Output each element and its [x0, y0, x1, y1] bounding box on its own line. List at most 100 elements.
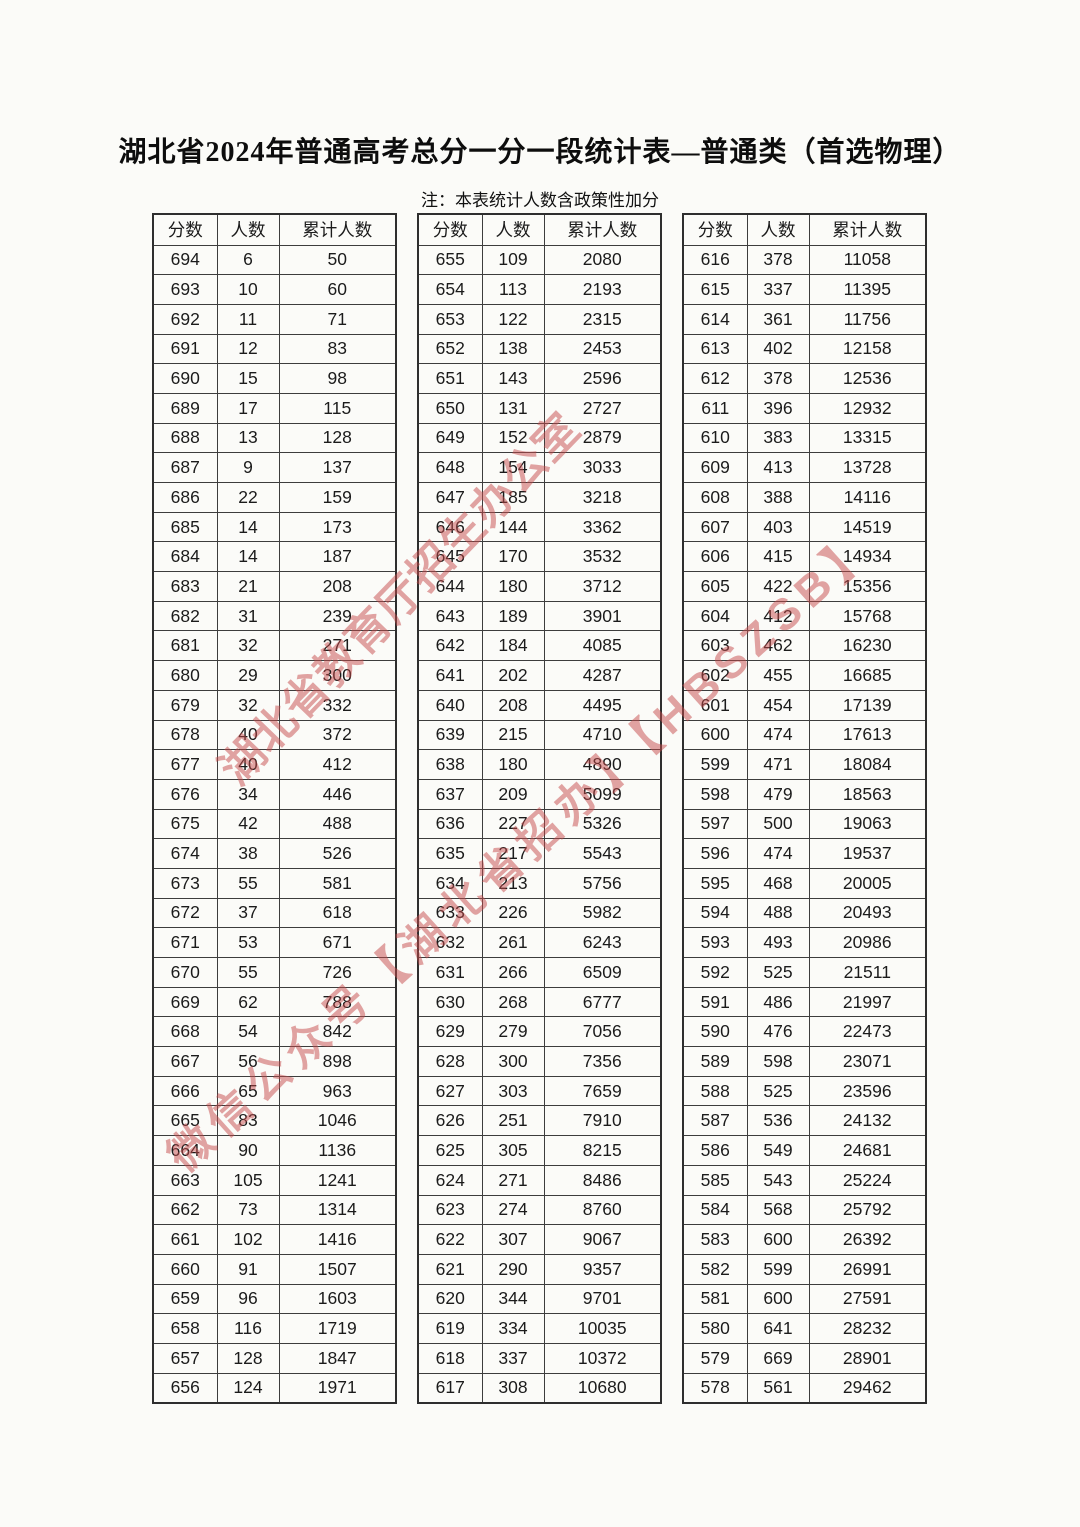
- cell-cumulative: 5099: [543, 778, 662, 810]
- cell-score: 693: [152, 274, 218, 305]
- table-row: 613 402 12158: [682, 333, 927, 365]
- table-row: 667 56 898: [152, 1046, 397, 1077]
- column-header: 人数: [216, 213, 280, 246]
- cell-score: 626: [417, 1105, 483, 1137]
- cell-cumulative: 28232: [808, 1313, 927, 1344]
- cell-score: 635: [417, 838, 483, 869]
- cell-cumulative: 4495: [543, 689, 662, 721]
- cell-count: 10: [216, 274, 280, 305]
- table-row: 591 486 21997: [682, 986, 927, 1018]
- table-row: 595 468 20005: [682, 867, 927, 899]
- cell-cumulative: 6777: [543, 986, 662, 1018]
- table-row: 690 15 98: [152, 363, 397, 394]
- cell-count: 128: [216, 1342, 280, 1374]
- cell-count: 403: [746, 511, 810, 543]
- cell-cumulative: 60: [278, 274, 397, 305]
- cell-score: 638: [417, 749, 483, 780]
- cell-count: 500: [746, 808, 810, 840]
- cell-count: 486: [746, 986, 810, 1018]
- cell-count: 412: [746, 600, 810, 632]
- cell-cumulative: 17139: [808, 689, 927, 721]
- cell-count: 22: [216, 482, 280, 513]
- table-row: 683 21 208: [152, 571, 397, 602]
- cell-cumulative: 23071: [808, 1046, 927, 1077]
- table-row: 623 274 8760: [417, 1194, 662, 1226]
- cell-cumulative: 898: [278, 1046, 397, 1077]
- cell-score: 627: [417, 1075, 483, 1107]
- cell-count: 462: [746, 630, 810, 662]
- cell-cumulative: 4085: [543, 630, 662, 662]
- cell-cumulative: 15356: [808, 571, 927, 602]
- cell-cumulative: 2727: [543, 392, 662, 424]
- table-row: 629 279 7056: [417, 1016, 662, 1048]
- cell-count: 402: [746, 333, 810, 365]
- cell-count: 549: [746, 1135, 810, 1166]
- table-row: 634 213 5756: [417, 867, 662, 899]
- cell-count: 154: [481, 452, 545, 483]
- cell-score: 655: [417, 244, 483, 276]
- column-header: 分数: [417, 213, 483, 246]
- cell-count: 143: [481, 363, 545, 394]
- cell-score: 636: [417, 808, 483, 840]
- cell-score: 593: [682, 927, 748, 958]
- cell-score: 689: [152, 392, 218, 424]
- table-row: 608 388 14116: [682, 482, 927, 513]
- cell-score: 694: [152, 244, 218, 276]
- cell-score: 617: [417, 1372, 483, 1404]
- cell-score: 610: [682, 422, 748, 454]
- table-row: 621 290 9357: [417, 1253, 662, 1285]
- tables-row: 分数 人数 累计人数 694 6 50 693 10 60 692 11 71 691 12 83 690 1…: [152, 213, 927, 1404]
- cell-count: 600: [746, 1224, 810, 1255]
- cell-cumulative: 788: [278, 986, 397, 1018]
- score-table-3: 分数 人数 累计人数 616 378 11058 615 337 11395 614 361 117…: [682, 213, 927, 1404]
- cell-count: 422: [746, 571, 810, 602]
- cell-score: 594: [682, 897, 748, 929]
- cell-score: 618: [417, 1342, 483, 1374]
- score-table-1: 分数 人数 累计人数 694 6 50 693 10 60 692 11 71 691 12 83 690 1…: [152, 213, 397, 1404]
- table-row: 654 113 2193: [417, 274, 662, 305]
- cell-cumulative: 10680: [543, 1372, 662, 1404]
- cell-cumulative: 4287: [543, 660, 662, 691]
- cell-cumulative: 24132: [808, 1105, 927, 1137]
- table-row: 631 266 6509: [417, 957, 662, 988]
- cell-cumulative: 2879: [543, 422, 662, 454]
- cell-cumulative: 488: [278, 808, 397, 840]
- cell-score: 613: [682, 333, 748, 365]
- cell-score: 622: [417, 1224, 483, 1255]
- cell-cumulative: 3033: [543, 452, 662, 483]
- page-title: 湖北省2024年普通高考总分一分一段统计表—普通类（首选物理）: [118, 137, 962, 168]
- column-header: 累计人数: [278, 213, 397, 246]
- cell-score: 683: [152, 571, 218, 602]
- cell-cumulative: 4710: [543, 719, 662, 751]
- cell-score: 680: [152, 660, 218, 691]
- cell-count: 268: [481, 986, 545, 1018]
- cell-score: 616: [682, 244, 748, 276]
- cell-cumulative: 5982: [543, 897, 662, 929]
- cell-cumulative: 10035: [543, 1313, 662, 1344]
- table-row: 653 122 2315: [417, 303, 662, 335]
- cell-cumulative: 1603: [278, 1283, 397, 1315]
- cell-cumulative: 115: [278, 392, 397, 424]
- cell-cumulative: 3712: [543, 571, 662, 602]
- cell-score: 677: [152, 749, 218, 780]
- cell-score: 604: [682, 600, 748, 632]
- table-row: 619 334 10035: [417, 1313, 662, 1344]
- cell-score: 598: [682, 778, 748, 810]
- cell-cumulative: 18563: [808, 778, 927, 810]
- cell-cumulative: 15768: [808, 600, 927, 632]
- cell-score: 630: [417, 986, 483, 1018]
- cell-count: 476: [746, 1016, 810, 1048]
- table-row: 606 415 14934: [682, 541, 927, 573]
- cell-count: 383: [746, 422, 810, 454]
- cell-cumulative: 12536: [808, 363, 927, 394]
- column-header: 分数: [152, 213, 218, 246]
- cell-cumulative: 5543: [543, 838, 662, 869]
- table-row: 675 42 488: [152, 808, 397, 840]
- table-row: 588 525 23596: [682, 1075, 927, 1107]
- cell-count: 378: [746, 244, 810, 276]
- cell-score: 690: [152, 363, 218, 394]
- cell-count: 96: [216, 1283, 280, 1315]
- cell-cumulative: 25224: [808, 1164, 927, 1196]
- cell-score: 632: [417, 927, 483, 958]
